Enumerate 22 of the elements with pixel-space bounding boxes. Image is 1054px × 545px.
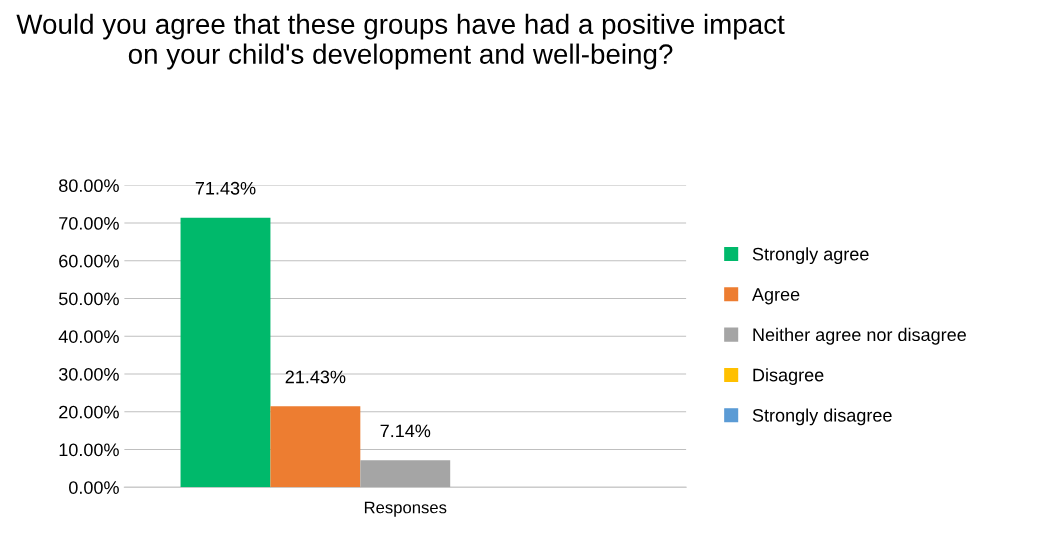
y-tick-label: 80.00% [59,179,119,193]
chart-title: Would you agree that these groups have had a positive impact on your child's development and well-being? [16,13,785,70]
y-tick-label: 40.00% [58,330,119,343]
legend-label: Disagree [753,368,824,385]
bar [270,406,361,488]
data-label: 71.43% [195,181,256,195]
y-tick-label: 70.00% [59,216,119,230]
y-tick-label: 50.00% [59,292,119,306]
y-tick-label: 60.00% [59,254,119,268]
y-tick-label: 30.00% [58,367,119,381]
y-tick-label: 20.00% [59,405,119,419]
bar [180,217,271,488]
bar [360,460,451,488]
x-tick-label: Responses [364,501,447,517]
legend-label: Neither agree nor disagree [753,327,966,345]
y-tick-label: 0.00% [69,481,119,494]
legend-label: Strongly agree [752,247,869,265]
data-label: 7.14% [380,424,431,438]
legend-label: Agree [752,288,800,305]
data-label: 21.43% [285,370,346,384]
y-tick-label: 10.00% [59,443,119,457]
legend-label: Strongly disagree [752,408,892,426]
